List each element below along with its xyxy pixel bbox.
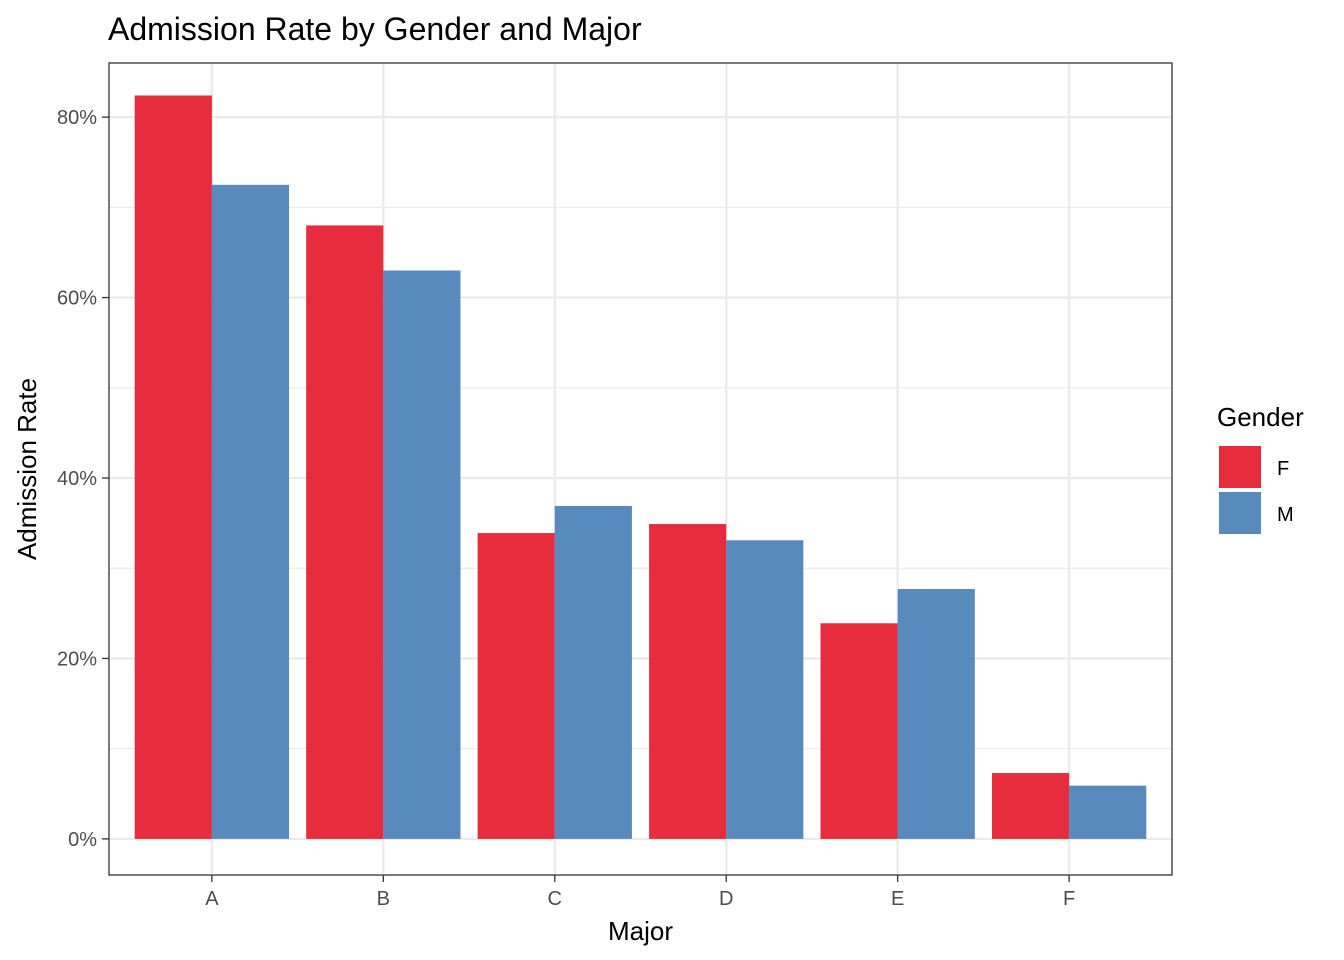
bar-C-M: [554, 505, 632, 839]
x-tick-label: A: [205, 888, 219, 910]
legend-label-F: F: [1277, 458, 1289, 480]
bars: [134, 95, 1147, 839]
bar-F-M: [1069, 785, 1147, 839]
y-tick-label: 20%: [57, 648, 97, 670]
y-tick-label: 40%: [57, 468, 97, 490]
y-axis-title: Admission Rate: [12, 378, 42, 560]
bar-D-M: [726, 540, 804, 839]
y-tick-label: 80%: [57, 107, 97, 129]
x-tick-label: F: [1063, 888, 1075, 910]
legend-key-M: [1219, 492, 1261, 534]
bar-B-F: [306, 225, 384, 839]
chart-title: Admission Rate by Gender and Major: [108, 11, 642, 47]
bar-C-F: [477, 533, 555, 839]
bar-B-M: [383, 270, 461, 839]
x-axis: A B C D E F: [205, 875, 1075, 910]
bar-A-M: [211, 184, 290, 839]
legend-label-M: M: [1277, 504, 1294, 526]
legend: Gender F M: [1217, 402, 1304, 534]
panel-border: [108, 62, 1173, 876]
legend-title: Gender: [1217, 402, 1304, 432]
x-tick-label: C: [548, 888, 562, 910]
bar-E-M: [897, 588, 975, 839]
x-tick-label: E: [891, 888, 904, 910]
y-axis: 0% 20% 40% 60% 80%: [57, 107, 109, 851]
bar-A-F: [134, 95, 212, 839]
legend-key-F: [1219, 446, 1261, 488]
bar-F-F: [991, 773, 1070, 839]
x-tick-label: B: [377, 888, 390, 910]
bar-D-F: [649, 524, 727, 839]
y-tick-label: 60%: [57, 288, 97, 310]
x-tick-label: D: [719, 888, 733, 910]
x-axis-title: Major: [608, 916, 673, 946]
y-tick-label: 0%: [68, 829, 97, 851]
bar-E-F: [820, 623, 898, 839]
